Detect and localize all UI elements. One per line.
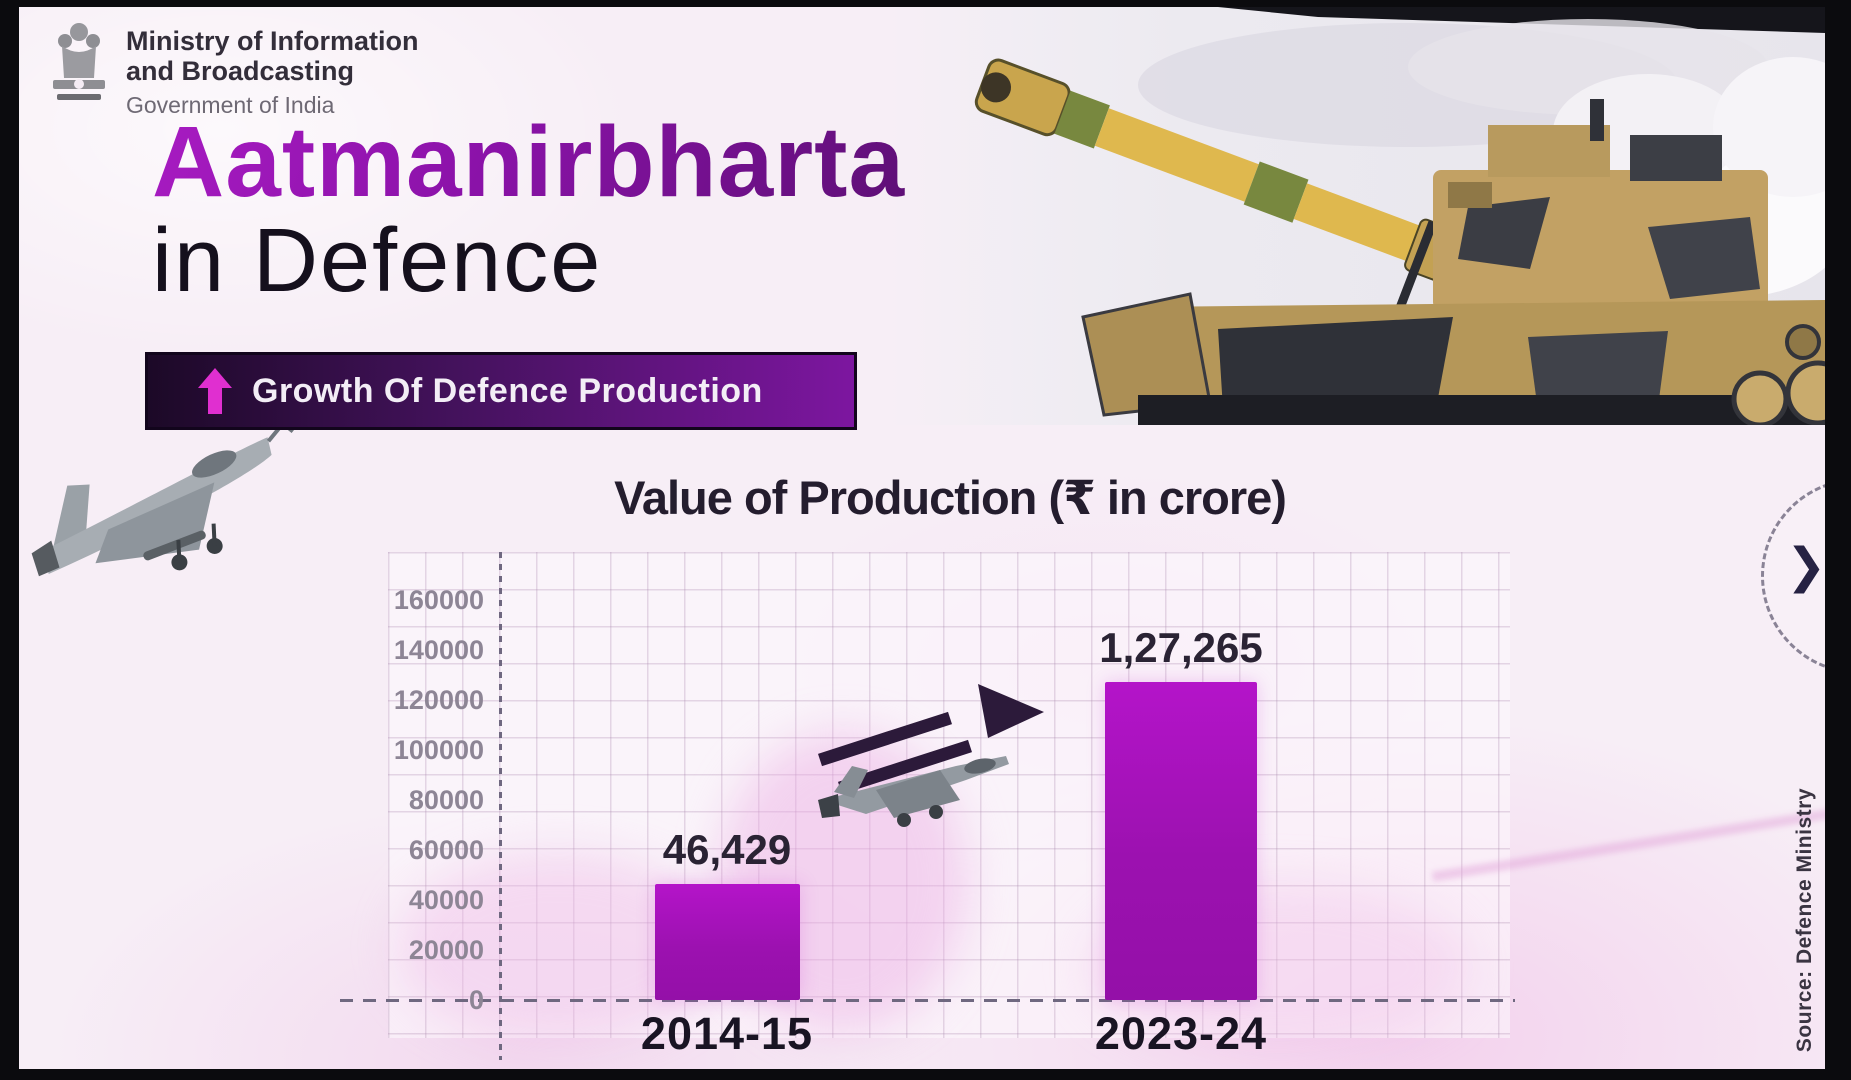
page-title: Aatmanirbharta in Defence [152, 112, 905, 309]
title-rest: in Defence [152, 211, 603, 311]
frame-border-right [1825, 0, 1851, 1080]
ministry-text: Ministry of Information and Broadcasting… [126, 16, 419, 119]
frame-border-top [0, 0, 1851, 7]
up-arrow-icon [198, 368, 232, 414]
title-accent: Aatmanirbharta [152, 106, 906, 218]
ministry-line2: and Broadcasting [126, 56, 355, 87]
ministry-line3: Government of India [126, 92, 335, 119]
frame-border-left [0, 0, 19, 1080]
y-axis [499, 552, 502, 1060]
india-emblem-icon [53, 23, 105, 100]
frame-border-bottom [0, 1069, 1851, 1080]
pink-haze-decoration [1088, 882, 1468, 1052]
tank-illustration [974, 7, 1825, 425]
ministry-line1: Ministry of Information [126, 26, 419, 56]
pink-haze-decoration [398, 852, 718, 1042]
x-axis [340, 999, 1515, 1002]
carousel-next-button[interactable]: ❯ [1786, 540, 1827, 593]
fighter-jet-photo [14, 405, 306, 592]
source-label: Source: Defence Ministry [1793, 787, 1816, 1052]
growth-plane-decoration [808, 668, 1053, 838]
fighter-jet-illustration [31, 414, 295, 577]
jet-growth-arrow-icon [818, 684, 1044, 827]
tank-photo [888, 7, 1825, 425]
gov-header: Ministry of Information and Broadcasting… [48, 16, 419, 119]
chart-title: Value of Production (₹ in crore) [614, 471, 1287, 524]
banner-label: Growth Of Defence Production [252, 371, 763, 410]
section-banner: Growth Of Defence Production [145, 352, 857, 430]
